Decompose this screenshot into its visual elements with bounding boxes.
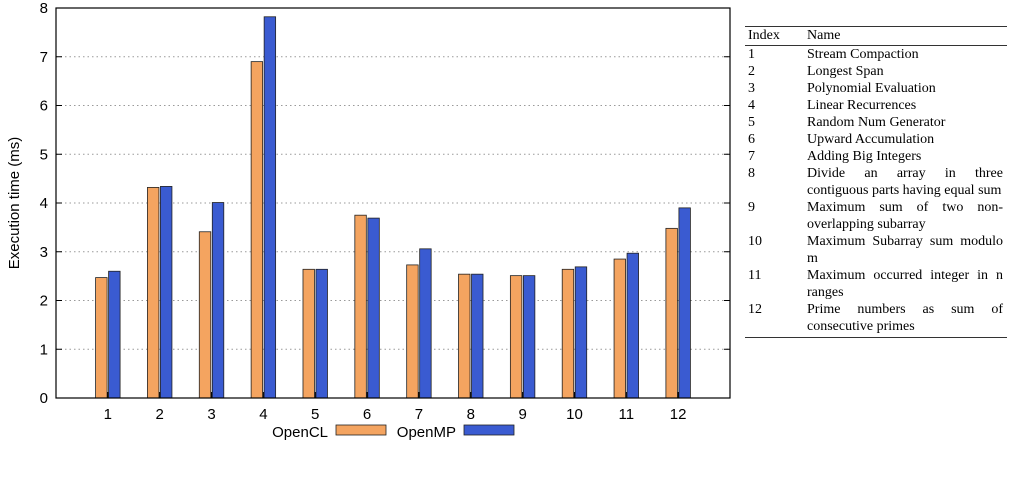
- bar-openmp-8: [471, 273, 484, 399]
- row-index: 6: [748, 132, 755, 147]
- bar-openmp-1: [108, 270, 121, 399]
- legend-label-opencl: OpenCL: [272, 424, 328, 441]
- row-index: 1: [748, 47, 755, 62]
- row-index: 10: [748, 234, 762, 249]
- y-tick-label: 7: [40, 49, 48, 66]
- row-index: 4: [748, 98, 755, 113]
- bar-opencl-8: [458, 273, 471, 399]
- x-tick-label: 3: [207, 406, 215, 423]
- table-row: 10 Maximum Subarray sum modulo m: [745, 233, 1007, 267]
- row-name: Longest Span: [807, 64, 884, 79]
- x-tick-label: 7: [415, 406, 423, 423]
- bar-opencl-10: [561, 268, 575, 399]
- row-index: 9: [748, 200, 755, 215]
- table-row: 9 Maximum sum of two non-overlapping suba…: [745, 199, 1007, 233]
- row-index: 3: [748, 81, 755, 96]
- bar-openmp-3: [211, 202, 225, 399]
- bar-openmp-10: [574, 266, 588, 399]
- row-name: Maximum sum of two non-overlapping subar…: [807, 200, 1003, 232]
- x-tick-label: 12: [670, 406, 687, 423]
- x-tick-label: 8: [467, 406, 475, 423]
- bar-opencl-2: [147, 186, 160, 399]
- x-tick-label: 4: [259, 406, 267, 423]
- table-row: 4 Linear Recurrences: [745, 97, 1007, 114]
- bar-openmp-12: [678, 207, 691, 399]
- x-tick-label: 9: [518, 406, 526, 423]
- bar-openmp-6: [367, 217, 380, 399]
- y-tick-label: 5: [40, 146, 48, 163]
- legend-label-openmp: OpenMP: [397, 424, 456, 441]
- row-index: 2: [748, 64, 755, 79]
- header-name: Name: [804, 26, 1007, 46]
- y-tick-label: 4: [40, 195, 48, 212]
- y-axis-title: Execution time (ms): [6, 137, 23, 270]
- row-index: 5: [748, 115, 755, 130]
- bar-opencl-6: [354, 214, 367, 399]
- table-row: 1 Stream Compaction: [745, 46, 1007, 64]
- table-row: 12 Prime numbers as sum of consecutive pr…: [745, 301, 1007, 338]
- row-name: Upward Accumulation: [807, 132, 935, 147]
- bar-opencl-9: [509, 275, 523, 399]
- bar-chart: 0 1 2 3 4 5 6 7 8 Execution time (ms) 1 2 3 4 5 6 7 8 9 10 1…: [6, 0, 731, 441]
- table-row: 6 Upward Accumulation: [745, 131, 1007, 148]
- y-tick-label: 2: [40, 293, 48, 310]
- x-tick-label: 1: [104, 406, 112, 423]
- x-tick-label: 2: [156, 406, 164, 423]
- bar-opencl-12: [665, 227, 678, 399]
- y-tick-label: 3: [40, 244, 48, 261]
- bar-opencl-7: [406, 264, 419, 399]
- row-name: Polynomial Evaluation: [807, 81, 936, 96]
- table-row: 3 Polynomial Evaluation: [745, 80, 1007, 97]
- bar-openmp-2: [160, 186, 173, 399]
- bar-opencl-3: [198, 231, 212, 399]
- bar-openmp-7: [419, 248, 432, 399]
- x-tick-label: 10: [566, 406, 583, 423]
- row-index: 11: [748, 268, 762, 283]
- bar-openmp-11: [626, 252, 639, 399]
- table-header-row: Index Name: [745, 26, 1007, 46]
- benchmark-index-table: Index Name 1 Stream Compaction 2 Longest Sp…: [745, 26, 1007, 338]
- y-tick-label: 1: [40, 341, 48, 358]
- row-name: Adding Big Integers: [807, 149, 922, 164]
- bar-opencl-5: [302, 268, 315, 399]
- table-row: 11 Maximum occurred integer in n ranges: [745, 267, 1007, 301]
- row-index: 12: [745, 301, 804, 338]
- bar-opencl-4: [250, 61, 264, 399]
- table-row: 7 Adding Big Integers: [745, 148, 1007, 165]
- table-row: 5 Random Num Generator: [745, 114, 1007, 131]
- x-tick-label: 5: [311, 406, 319, 423]
- table-row: 8 Divide an array in three contiguous par…: [745, 165, 1007, 199]
- legend-swatch-openmp: [463, 424, 515, 436]
- row-name: Prime numbers as sum of consecutive prim…: [804, 301, 1007, 338]
- bar-opencl-1: [95, 277, 108, 399]
- x-tick-label: 11: [619, 406, 635, 423]
- plot-frame: [55, 7, 731, 399]
- row-index: 8: [748, 166, 755, 181]
- bar-openmp-9: [522, 275, 536, 399]
- table-row: 2 Longest Span: [745, 63, 1007, 80]
- y-tick-label: 8: [40, 0, 48, 17]
- y-tick-label: 6: [40, 98, 48, 115]
- row-name: Divide an array in three contiguous part…: [807, 166, 1003, 198]
- bar-openmp-5: [315, 268, 328, 399]
- bar-openmp-4: [263, 16, 277, 399]
- y-tick-label: 0: [40, 390, 48, 407]
- row-name: Maximum Subarray sum modulo m: [807, 234, 1003, 266]
- row-name: Maximum occurred integer in n ranges: [807, 268, 1003, 300]
- x-tick-label: 6: [363, 406, 371, 423]
- row-name: Stream Compaction: [807, 47, 919, 62]
- row-index: 7: [748, 149, 755, 164]
- legend-swatch-opencl: [335, 424, 387, 436]
- row-name: Linear Recurrences: [807, 98, 917, 113]
- bar-opencl-11: [613, 258, 626, 399]
- header-index: Index: [745, 26, 804, 46]
- row-name: Random Num Generator: [807, 115, 946, 130]
